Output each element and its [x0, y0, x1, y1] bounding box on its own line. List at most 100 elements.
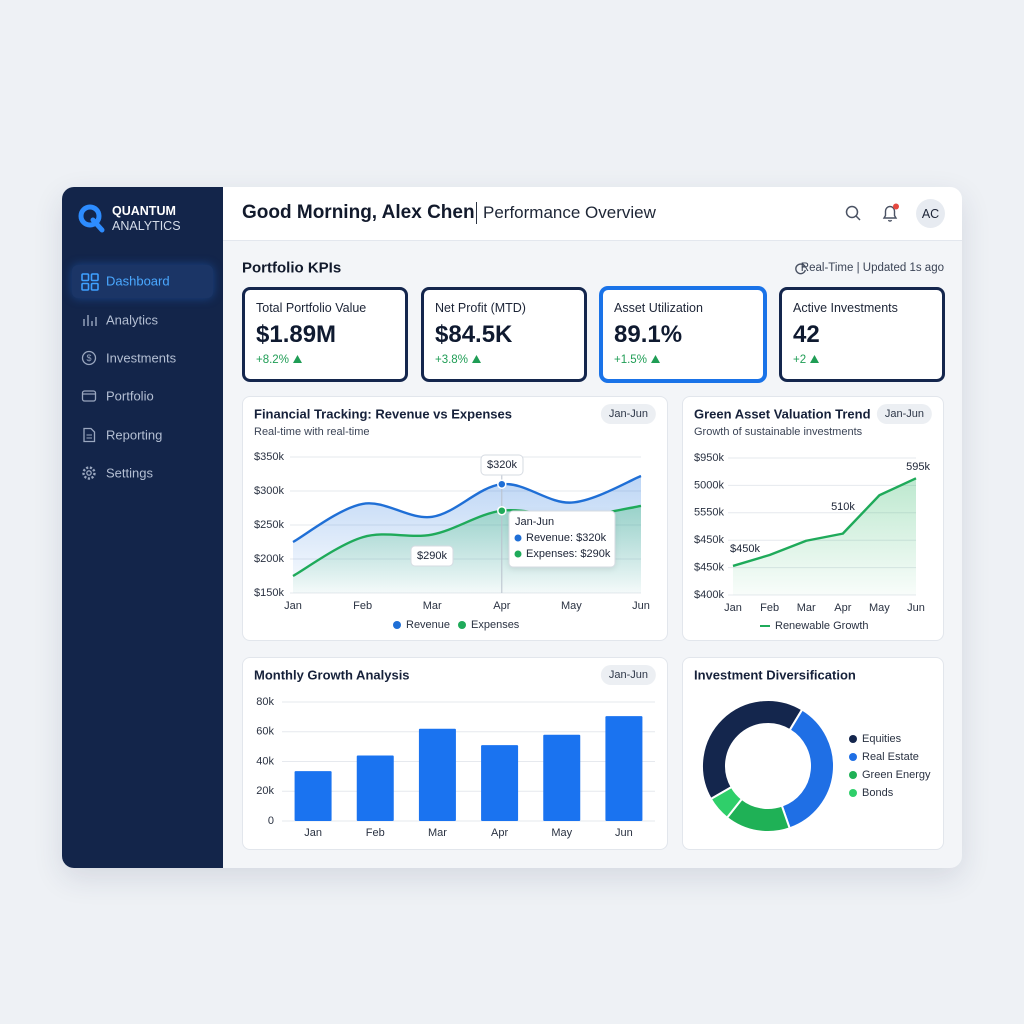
status-text: Real-Time | Updated 1s ago [800, 262, 944, 274]
brand-line: QUANTUM [112, 204, 176, 218]
kpi-value: 42 [793, 321, 820, 348]
nav-icon[interactable] [81, 427, 97, 443]
logo-icon [78, 204, 105, 233]
nav-item[interactable]: Reporting [106, 427, 163, 443]
bar [294, 771, 332, 821]
chart-title: Financial Tracking: Revenue vs Expenses [254, 406, 512, 422]
up-arrow [471, 355, 481, 363]
x-tick-label: Feb [760, 602, 779, 614]
y-tick-label: 40k [256, 755, 274, 767]
annotation: 510k [831, 501, 855, 513]
bar [543, 734, 581, 821]
series-line [292, 474, 642, 544]
sidebar [62, 187, 223, 868]
x-tick-label: Mar [797, 602, 816, 614]
legend-label: Revenue [406, 619, 450, 631]
donut-segment [701, 699, 804, 801]
bar [418, 728, 456, 821]
hover-point [497, 505, 507, 516]
up-arrow [810, 355, 820, 363]
y-tick-label: $950k [694, 452, 724, 464]
x-tick-label: Jan [284, 600, 302, 612]
kpi-change: +1.5% [614, 354, 660, 366]
x-tick-label: Feb [366, 827, 385, 839]
kpi-label: Asset Utilization [614, 301, 703, 315]
brand-line: ANALYTICS [112, 219, 181, 233]
nav-item[interactable]: Investments [106, 350, 177, 366]
chart-subtitle: Real-time with real-time [254, 426, 370, 438]
kpi-value: $1.89M [256, 321, 337, 348]
page-subtitle: Performance Overview [483, 203, 656, 222]
nav-item[interactable]: Dashboard [106, 273, 170, 289]
annotation: $450k [730, 543, 760, 555]
legend-label: Bonds [862, 787, 894, 799]
donut-segment [780, 708, 835, 830]
y-tick-label: $350k [254, 451, 284, 463]
y-tick-label: 0 [268, 815, 274, 827]
range-badge[interactable]: Jan-Jun [876, 404, 932, 424]
legend-label: Renewable Growth [775, 620, 869, 632]
header-bar [223, 187, 962, 241]
nav-item[interactable]: Portfolio [106, 388, 154, 404]
greeting: Good Morning, Alex Chen [242, 202, 475, 223]
nav-icon[interactable] [81, 312, 97, 328]
nav-icon[interactable] [81, 465, 97, 481]
legend-dot [849, 789, 857, 797]
notification-icon[interactable] [880, 202, 902, 224]
search-icon[interactable] [844, 204, 862, 222]
annotation-box [410, 545, 454, 567]
legend-dot [849, 753, 857, 761]
legend-dot [393, 621, 401, 629]
tooltip-dot [514, 534, 522, 542]
x-tick-label: Jun [615, 827, 633, 839]
chart-subtitle: Growth of sustainable investments [694, 426, 863, 438]
x-tick-label: Mar [423, 600, 442, 612]
x-tick-label: Feb [353, 600, 372, 612]
legend-label: Green Energy [862, 769, 931, 781]
donut-segment [709, 785, 744, 820]
nav-icon[interactable]: $ [81, 350, 97, 366]
up-arrow [292, 355, 302, 363]
y-tick-label: $450k [694, 534, 724, 546]
legend-dot [458, 621, 466, 629]
tooltip-line: Expenses: $290k [526, 548, 611, 560]
annotation-box [480, 454, 524, 476]
nav-icon[interactable] [81, 273, 99, 291]
nav-item[interactable]: Analytics [106, 312, 159, 328]
svg-text:$: $ [86, 353, 91, 363]
y-tick-label: 5000k [694, 479, 724, 491]
tooltip-dot [514, 550, 522, 558]
kpi-card[interactable] [779, 287, 945, 382]
y-tick-label: 5550k [694, 507, 724, 519]
kpi-change: +3.8% [435, 354, 481, 366]
legend-dot [849, 735, 857, 743]
x-tick-label: Apr [493, 600, 510, 612]
avatar[interactable] [916, 199, 945, 228]
separator [476, 202, 477, 224]
x-tick-label: Apr [491, 827, 508, 839]
nav-active-bg[interactable] [72, 265, 213, 298]
chart-title: Monthly Growth Analysis [254, 667, 410, 683]
tooltip-box [508, 510, 616, 568]
nav-item[interactable]: Settings [106, 465, 153, 481]
kpi-card[interactable] [600, 287, 766, 382]
kpi-label: Net Profit (MTD) [435, 301, 526, 315]
nav-icon[interactable] [81, 388, 97, 404]
annotation: $290k [417, 550, 447, 562]
legend-dot [849, 771, 857, 779]
range-badge[interactable]: Jan-Jun [600, 665, 656, 685]
y-tick-label: $150k [254, 587, 284, 599]
kpi-value: 89.1% [614, 321, 683, 348]
bar [356, 755, 394, 821]
range-badge[interactable]: Jan-Jun [600, 404, 656, 424]
kpi-card[interactable] [242, 287, 408, 382]
kpi-card[interactable] [421, 287, 587, 382]
avatar-initials[interactable]: AC [921, 206, 940, 221]
kpi-label: Active Investments [793, 301, 898, 315]
y-tick-label: $200k [254, 553, 284, 565]
x-tick-label: Jun [907, 602, 925, 614]
annotation: $320k [487, 459, 517, 471]
refresh-icon[interactable] [794, 262, 807, 275]
y-tick-label: $400k [694, 589, 724, 601]
